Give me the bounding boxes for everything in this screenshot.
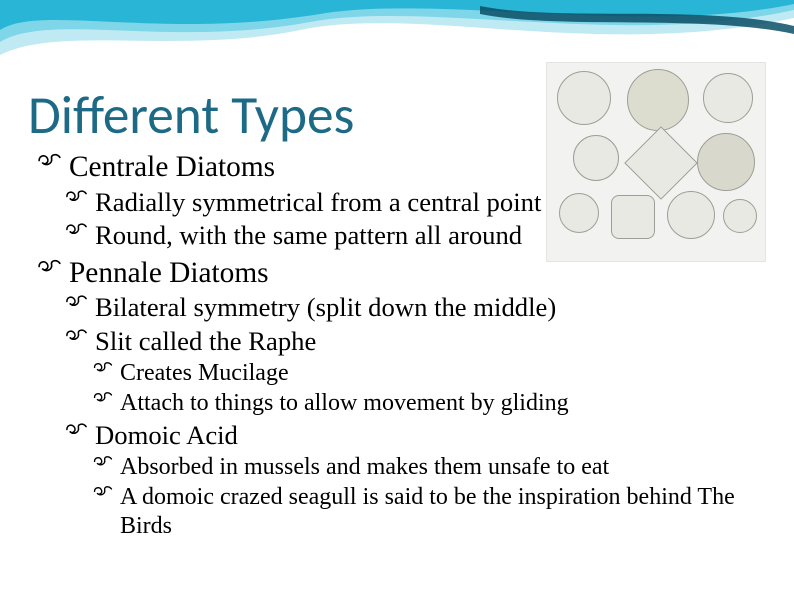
bullet-text: Slit called the Raphe	[95, 326, 316, 357]
bullet-item: Radially symmetrical from a central poin…	[64, 187, 766, 218]
bullet-item: Domoic Acid	[64, 420, 766, 451]
bullet-glyph-icon	[64, 220, 89, 244]
bullet-item: Round, with the same pattern all around	[64, 220, 766, 251]
bullet-text: Creates Mucilage	[120, 359, 289, 387]
bullet-glyph-icon	[92, 359, 114, 381]
bullet-glyph-icon	[92, 483, 114, 505]
bullet-text: Centrale Diatoms	[69, 150, 275, 185]
bullet-text: Absorbed in mussels and makes them unsaf…	[120, 453, 609, 481]
bullet-glyph-icon	[64, 292, 89, 316]
slide-title: Different Types	[28, 88, 766, 144]
bullet-text: Pennale Diatoms	[69, 256, 269, 291]
bullet-item: A domoic crazed seagull is said to be th…	[92, 483, 766, 540]
bullet-glyph-icon	[92, 453, 114, 475]
bullet-item: Centrale Diatoms	[36, 150, 766, 185]
bullet-text: A domoic crazed seagull is said to be th…	[120, 483, 766, 540]
bullet-item: Creates Mucilage	[92, 359, 766, 387]
bullet-glyph-icon	[64, 326, 89, 350]
bullet-item: Absorbed in mussels and makes them unsaf…	[92, 453, 766, 481]
bullet-text: Radially symmetrical from a central poin…	[95, 187, 541, 218]
bullet-text: Domoic Acid	[95, 420, 238, 451]
bullet-text: Round, with the same pattern all around	[95, 220, 522, 251]
bullet-item: Slit called the Raphe	[64, 326, 766, 357]
bullet-item: Attach to things to allow movement by gl…	[92, 389, 766, 417]
bullet-item: Pennale Diatoms	[36, 256, 766, 291]
bullet-list: Centrale DiatomsRadially symmetrical fro…	[28, 150, 766, 540]
bullet-item: Bilateral symmetry (split down the middl…	[64, 292, 766, 323]
bullet-glyph-icon	[64, 420, 89, 444]
bullet-text: Bilateral symmetry (split down the middl…	[95, 292, 556, 323]
slide-body: Different Types Centrale DiatomsRadially…	[0, 0, 794, 595]
bullet-glyph-icon	[64, 187, 89, 211]
bullet-text: Attach to things to allow movement by gl…	[120, 389, 569, 417]
bullet-glyph-icon	[36, 256, 63, 282]
bullet-glyph-icon	[36, 150, 63, 176]
bullet-glyph-icon	[92, 389, 114, 411]
